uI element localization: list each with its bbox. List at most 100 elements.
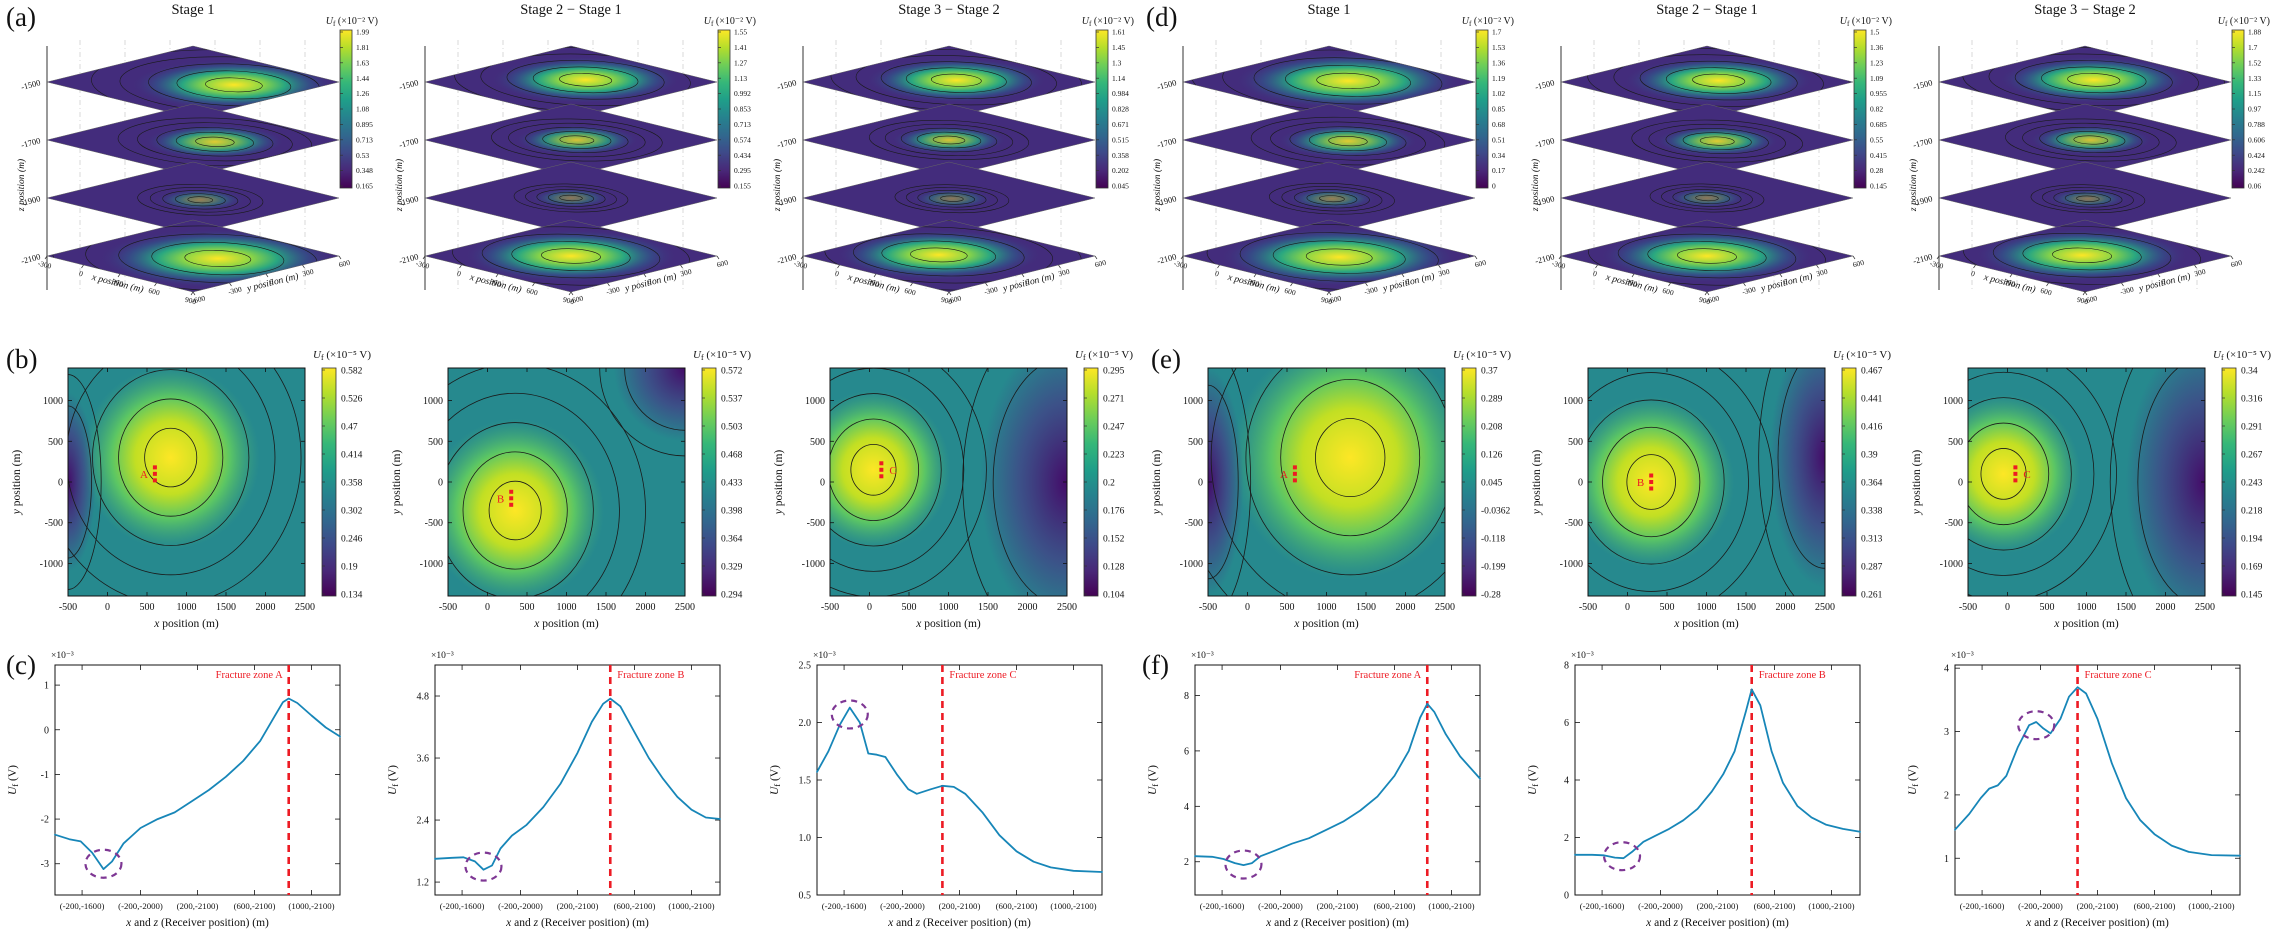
contour-line [1602,426,1701,538]
colorbar-tick-label: 0.34 [2241,366,2258,376]
x-tick-label: (200,-2100) [2077,901,2119,911]
line-profile-f2: ×10⁻³ 8 6 4 2 0 (-200,-1600) (-200,-2000) (200,-… [1520,645,1893,932]
colorbar-tick-label: 0.364 [1861,478,1883,488]
colorbar-tick-label: -0.199 [1481,562,1506,572]
colorbar-tick-label: 1.27 [734,58,747,67]
colorbar-tick-label: 1.99 [356,28,369,37]
x-tick-label: 0 [834,269,840,279]
contour-map-b1-svg: -500 0 500 1000 1500 2000 2500 1000 500 0 -500 -100… [11,349,371,630]
x-axis-label: x and z (Receiver position) (m) [887,917,1031,929]
colorbar-tick-label: 0.126 [1481,450,1503,460]
z-tick-label: -1900 [1912,193,1934,208]
y-tick-label: 0 [1198,478,1203,489]
y-tick-label: -500 [1185,518,1203,529]
hotspot [1588,368,1762,596]
receiver-marker [1649,473,1654,478]
x-tick-label: 1000 [2077,602,2097,613]
receiver-marker [2013,478,2018,483]
y-tick-label: -2 [41,815,49,826]
line-profile-c2-svg: ×10⁻³ 4.8 3.6 2.4 1.2 (-200,-1600) (-200,-2000… [387,651,721,929]
x-tick-label: 500 [520,602,535,613]
y-axis-label: y position (m) [1151,450,1163,516]
x-tick-label: 600 [526,286,539,298]
colorbar-tick-label: 0.246 [341,534,363,544]
y-tick-label: 4 [1184,802,1189,813]
contour-line [1968,397,2072,551]
x-tick-label: 300 [111,277,124,289]
x-tick-label: 600 [1284,286,1297,298]
receiver-marker [152,465,157,470]
x-tick-label: 1500 [978,602,998,613]
hotspot [830,368,977,576]
dark-region [68,392,96,572]
y-tick-label: 0 [1564,891,1569,902]
x-tick-label: 600 [148,286,161,298]
colorbar-tick-label: 0.685 [1870,120,1887,129]
receiver-marker [509,489,514,494]
colorbar-tick-label: 0.713 [734,120,751,129]
colorbar-tick-label: 1.63 [356,58,369,67]
fracture-zone-label: Fracture zone C [949,670,1016,681]
z-tick-label: -2100 [398,251,420,266]
x-tick-label: (600,-2100) [996,901,1038,911]
y-tick-label: -500 [1565,518,1583,529]
x-tick-label: (1000,-2100) [1050,901,1096,911]
x-tick-label: 2000 [1396,602,1416,613]
x-tick-label: (600,-2100) [2134,901,2176,911]
receiver-marker [1649,486,1654,491]
z-tick-label: -2100 [776,251,798,266]
contour-line [1626,454,1676,510]
colorbar-tick-label: 1.02 [1492,89,1505,98]
fracture-zone-label: Fracture zone A [216,670,283,681]
colorbar-tick-label: 0.358 [341,478,363,488]
x-tick-label: (-200,-2000) [1258,901,1303,911]
contour-line [68,374,102,590]
x-tick-label: 2000 [1018,602,1038,613]
receiver-marker [509,502,514,507]
x-tick-label: 900 [184,295,197,307]
y-axis-label: y position (m) [391,450,403,516]
colorbar-tick-label: 0.316 [2241,394,2263,404]
colorbar-tick-label: 1.19 [1492,74,1505,83]
colorbar-title: Uf (×10⁻² V) [2218,16,2270,28]
y-tick-label: -300 [1363,284,1379,296]
colorbar-tick-label: -0.0362 [1481,506,1511,516]
subplot-title: Stage 1 [1307,2,1350,18]
colorbar-tick-label: 0.39 [1861,450,1878,460]
x-tick-label: -300 [1551,259,1567,271]
y-tick-label: 1 [44,681,49,692]
y-tick-label: -500 [425,518,443,529]
dark-region [980,368,1067,596]
colorbar-tick-label: 0.242 [2248,166,2265,175]
x-tick-label: 300 [1247,277,1260,289]
x-tick-label: 500 [902,602,917,613]
y-tick-label: -600 [1327,293,1343,305]
colorbar-tick-label: 1.26 [356,89,369,98]
x-tick-label: 1500 [1736,602,1756,613]
z-tick-label: -2100 [1156,251,1178,266]
colorbar-tick-label: 0.134 [341,590,363,600]
z-tick-label: -1900 [1534,193,1556,208]
contour-line [448,368,646,596]
annotation-ellipse [1224,849,1263,880]
contour-line [68,368,276,576]
contour-line [1315,418,1386,498]
z-tick-label: -1700 [1912,135,1934,150]
colorbar-tick-label: 0.169 [2241,562,2263,572]
y-tick-label: -1 [41,770,49,781]
x-tick-label: 600 [1662,286,1675,298]
x-tick-label: 300 [1625,277,1638,289]
contour-line [830,418,920,521]
y-tick-label: -1000 [1560,559,1583,570]
y-tick-label: 1 [1944,854,1949,865]
receiver-marker [1292,465,1297,470]
stacked-contour-plot-d1: Stage 1 -1500 -1700 -1900 -2100 -300 0 300 600 90… [1146,0,1517,330]
colorbar-tick-label: 0.104 [1103,590,1125,600]
z-tick-label: -1700 [20,135,42,150]
x-tick-label: (-200,-2000) [118,901,163,911]
contour-line [68,368,302,596]
colorbar-tick-label: 0.441 [1861,394,1883,404]
x-axis-label: x and z (Receiver position) (m) [505,917,649,929]
y-tick-label: 0 [1578,478,1583,489]
line-profile-f1: ×10⁻³ 8 6 4 2 (-200,-1600) (-200,-2000) (200,-2… [1140,645,1513,932]
